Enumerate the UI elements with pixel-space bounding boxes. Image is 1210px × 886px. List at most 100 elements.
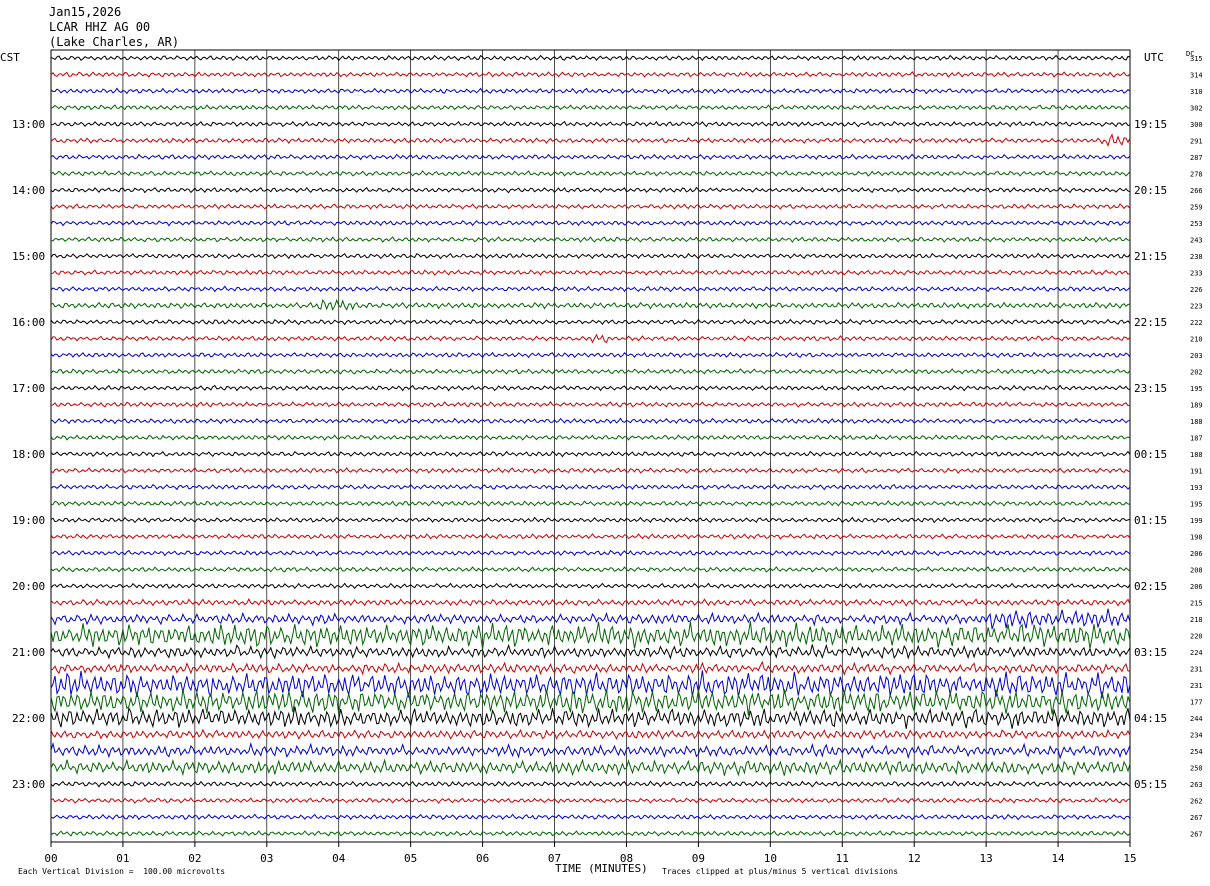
utc-hour-label: 21:15 — [1134, 250, 1167, 263]
dc-offset-label: 234 — [1190, 732, 1203, 740]
dc-offset-label: 310 — [1190, 88, 1203, 96]
trace-line — [50, 219, 1131, 227]
cst-hour-label: 17:00 — [12, 382, 45, 395]
dc-offset-label: 218 — [1190, 616, 1203, 624]
dc-offset-label: 220 — [1190, 633, 1203, 641]
dc-offset-label: 314 — [1190, 72, 1203, 80]
trace-line — [50, 741, 1131, 760]
trace-line — [50, 153, 1131, 161]
trace-line — [50, 758, 1131, 777]
utc-hour-label: 22:15 — [1134, 316, 1167, 329]
utc-hour-label: 00:15 — [1134, 448, 1167, 461]
left-axis-label: CST — [0, 51, 20, 64]
x-tick-label: 11 — [836, 852, 849, 865]
cst-hour-label: 20:00 — [12, 580, 45, 593]
trace-line — [50, 236, 1131, 244]
dc-offset-label: 244 — [1190, 715, 1203, 723]
trace-line — [50, 813, 1131, 821]
trace-line — [50, 830, 1131, 837]
trace-line — [50, 670, 1131, 699]
trace-line — [50, 533, 1131, 540]
trace-line — [50, 269, 1131, 276]
header-station: LCAR HHZ AG 00 — [49, 20, 151, 34]
trace-line — [50, 608, 1131, 630]
dc-offset-label: 302 — [1190, 105, 1203, 113]
x-tick-label: 07 — [548, 852, 561, 865]
header-date: Jan15,2026 — [49, 5, 122, 19]
dc-offset-label: 195 — [1190, 501, 1203, 509]
utc-hour-label: 23:15 — [1134, 382, 1167, 395]
dc-offset-label: 315 — [1190, 55, 1203, 63]
x-tick-label: 12 — [908, 852, 921, 865]
dc-offset-label: 191 — [1190, 468, 1203, 476]
cst-hour-label: 21:00 — [12, 646, 45, 659]
utc-hour-label: 03:15 — [1134, 646, 1167, 659]
dc-offset-label: 287 — [1190, 154, 1203, 162]
trace-line — [50, 450, 1131, 458]
plot-frame — [50, 49, 1131, 843]
dc-offset-label: 262 — [1190, 798, 1203, 806]
trace-line — [50, 318, 1131, 326]
dc-label: DC — [1186, 50, 1194, 58]
trace-line — [50, 566, 1131, 573]
cst-hour-label: 14:00 — [12, 184, 45, 197]
trace-line — [50, 500, 1131, 507]
header-location: (Lake Charles, AR) — [49, 35, 180, 49]
trace-line — [50, 170, 1131, 177]
x-tick-label: 08 — [620, 852, 633, 865]
x-tick-label: 05 — [404, 852, 417, 865]
dc-offset-label: 243 — [1190, 237, 1203, 245]
dc-offset-label: 188 — [1190, 451, 1203, 459]
trace-line — [50, 401, 1131, 408]
trace-line — [50, 483, 1131, 491]
trace-line — [50, 797, 1131, 804]
dc-offset-label: 250 — [1190, 765, 1203, 773]
traces — [50, 54, 1131, 837]
trace-line — [50, 186, 1131, 194]
x-tick-label: 09 — [692, 852, 705, 865]
trace-line — [50, 728, 1131, 740]
dc-offset-label: 189 — [1190, 402, 1203, 410]
utc-hour-labels: 19:15 20:15 21:15 22:15 23:15 00:15 01:15 02:15… — [1134, 118, 1167, 791]
utc-hour-label: 19:15 — [1134, 118, 1167, 131]
trace-line — [50, 104, 1131, 111]
dc-offset-label: 278 — [1190, 171, 1203, 179]
trace-line — [50, 706, 1131, 729]
utc-hour-label: 02:15 — [1134, 580, 1167, 593]
dc-offset-label: 266 — [1190, 187, 1203, 195]
trace-line — [50, 203, 1131, 210]
trace-line — [50, 54, 1131, 62]
cst-hour-label: 16:00 — [12, 316, 45, 329]
trace-line — [50, 384, 1131, 392]
dc-offset-label: 222 — [1190, 319, 1203, 327]
trace-line — [50, 333, 1131, 344]
trace-line — [50, 689, 1131, 716]
dc-offset-label: 208 — [1190, 567, 1203, 575]
dc-offset-label: 187 — [1190, 435, 1203, 443]
dc-offset-label: 188 — [1190, 418, 1203, 426]
dc-offset-label: 259 — [1190, 204, 1203, 212]
x-tick-label: 10 — [764, 852, 777, 865]
trace-line — [50, 516, 1131, 524]
dc-offset-label: 253 — [1190, 220, 1203, 228]
dc-offset-label: 254 — [1190, 748, 1203, 756]
dc-offset-label: 233 — [1190, 270, 1203, 278]
cst-hour-label: 15:00 — [12, 250, 45, 263]
dc-offset-label: 198 — [1190, 534, 1203, 542]
trace-line — [50, 549, 1131, 557]
utc-hour-label: 04:15 — [1134, 712, 1167, 725]
dc-offset-label: 226 — [1190, 286, 1203, 294]
dc-offset-label: 300 — [1190, 121, 1203, 129]
dc-offset-label: 223 — [1190, 303, 1203, 311]
cst-hour-labels: 13:00 14:00 15:00 16:00 17:00 18:00 19:00 20:00… — [12, 118, 45, 791]
x-tick-labels: 00 01 02 03 04 05 06 07 08 09 10 11 12 13 14 15 — [44, 842, 1137, 865]
trace-line — [50, 368, 1131, 375]
dc-offset-label: 199 — [1190, 517, 1203, 525]
trace-line — [50, 643, 1131, 660]
cst-hour-label: 18:00 — [12, 448, 45, 461]
scale-note: Each Vertical Division = 100.00 microvol… — [18, 867, 226, 876]
trace-line — [50, 87, 1131, 95]
trace-line — [50, 780, 1131, 788]
x-axis-title: TIME (MINUTES) — [555, 862, 648, 875]
